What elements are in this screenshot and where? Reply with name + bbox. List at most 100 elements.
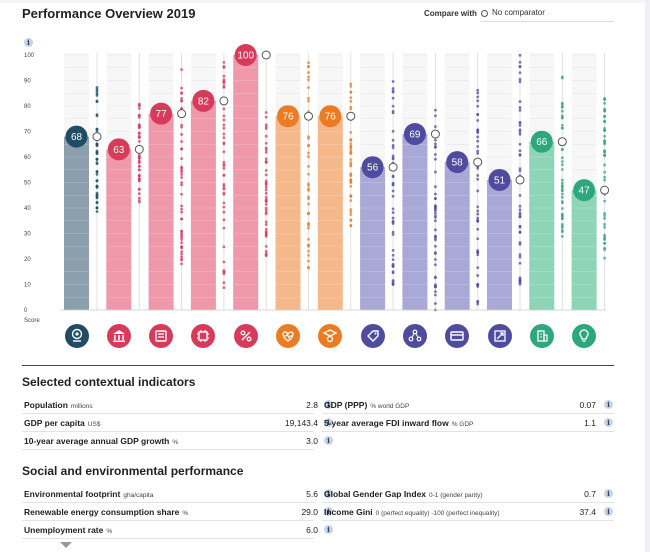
peer-dot [518, 253, 522, 257]
peer-dot [137, 156, 141, 160]
info-icon[interactable]: i [604, 400, 613, 409]
peer-dot [137, 196, 141, 200]
info-icon[interactable]: i [324, 418, 333, 427]
indicator-unit: 0-1 (gender parity) [429, 492, 483, 499]
score-bar[interactable] [106, 149, 132, 310]
payment-card-icon[interactable] [445, 324, 470, 348]
peer-dot [180, 97, 184, 100]
y-tick-label: 70 [24, 130, 31, 136]
peer-dot [307, 259, 310, 263]
peer-dot [391, 110, 395, 113]
info-icon[interactable]: i [324, 525, 333, 534]
peer-dot [137, 139, 141, 143]
score-bubble[interactable]: 68 [65, 125, 88, 148]
peer-dot [476, 282, 480, 286]
score-bar[interactable] [571, 190, 597, 310]
info-icon[interactable]: i [604, 507, 613, 516]
info-icon[interactable]: i [324, 400, 333, 409]
score-marker [261, 50, 271, 60]
score-bubble[interactable]: 76 [277, 105, 299, 128]
expand-more-icon[interactable] [60, 542, 72, 548]
peer-dot [518, 242, 522, 246]
peer-dot [518, 149, 522, 153]
score-bar[interactable] [317, 116, 343, 310]
info-icon[interactable]: i [604, 418, 613, 427]
peer-dot [518, 211, 522, 215]
peer-dot [222, 226, 226, 230]
score-bubble[interactable]: 76 [319, 105, 342, 128]
peer-dot [264, 206, 268, 210]
graduate-icon[interactable] [318, 324, 343, 348]
peer-dot [180, 207, 184, 211]
score-bubble[interactable]: 100 [234, 44, 257, 66]
score-marker [219, 96, 229, 106]
cash-register-icon[interactable] [149, 324, 174, 348]
peer-dot [349, 99, 353, 103]
peer-dot [95, 144, 99, 148]
scale-expand-icon[interactable] [487, 324, 512, 348]
peer-dot [349, 194, 353, 198]
percent-icon[interactable] [233, 324, 258, 348]
score-bubble[interactable]: 66 [530, 130, 553, 153]
score-bubble[interactable]: 69 [403, 123, 426, 146]
indicator-unit: % [172, 439, 179, 446]
score-bubble-circle [65, 125, 88, 148]
score-bubble[interactable]: 51 [488, 168, 511, 191]
score-value-label: 69 [409, 130, 421, 141]
score-bubble[interactable]: 58 [446, 151, 469, 174]
people-network-icon[interactable] [402, 324, 427, 348]
tag-icon[interactable] [360, 324, 385, 348]
info-icon[interactable]: i [604, 489, 613, 498]
peer-dot [222, 286, 226, 290]
health-heart-icon[interactable] [276, 324, 300, 348]
green-building-icon[interactable] [529, 324, 554, 348]
peer-dot [391, 183, 395, 187]
bank-building-icon[interactable] [106, 324, 131, 348]
peer-dot [222, 205, 226, 209]
score-bar[interactable] [444, 162, 470, 310]
score-bar[interactable] [487, 179, 512, 310]
chip-icon[interactable] [191, 324, 216, 348]
peer-dot [349, 96, 353, 99]
peer-dot [95, 185, 99, 188]
score-bar[interactable] [529, 141, 555, 310]
info-icon[interactable]: i [324, 489, 333, 498]
peer-dot [560, 226, 564, 230]
score-bar[interactable] [64, 136, 89, 310]
score-bubble[interactable]: 82 [192, 89, 215, 112]
score-bar[interactable] [360, 167, 386, 310]
peer-dot [434, 138, 437, 142]
peer-dot [307, 96, 310, 100]
peer-dot [518, 78, 522, 81]
info-icon[interactable]: i [324, 507, 333, 516]
score-bar[interactable] [190, 100, 216, 311]
indicator-value: 29.0 [301, 507, 318, 517]
comparator-select[interactable]: No comparator [480, 5, 614, 22]
peer-dot [307, 195, 310, 199]
comparator-value: No comparator [492, 8, 545, 17]
peer-dot [476, 266, 480, 270]
chart-info-icon[interactable]: i [24, 38, 33, 47]
score-bubble[interactable]: 63 [107, 138, 130, 161]
peer-dot [137, 115, 141, 119]
peer-dot [180, 192, 184, 196]
peer-dot [518, 123, 522, 127]
location-pin-icon[interactable] [64, 324, 89, 348]
peer-dot [603, 139, 606, 143]
peer-dot [137, 136, 141, 139]
score-bar[interactable] [275, 116, 301, 310]
score-bar[interactable] [233, 55, 259, 310]
peer-dot [476, 139, 480, 143]
score-bubble[interactable]: 77 [150, 102, 173, 125]
score-bar[interactable] [148, 113, 174, 311]
score-bubble[interactable]: 47 [573, 179, 596, 202]
peer-dot [95, 114, 99, 118]
peer-dot [391, 248, 395, 252]
peer-dot [603, 114, 606, 118]
peer-dot [349, 210, 353, 214]
lightbulb-icon[interactable] [572, 324, 597, 348]
score-bubble[interactable]: 56 [361, 156, 384, 179]
score-bar[interactable] [402, 134, 428, 310]
info-icon[interactable]: i [324, 436, 333, 445]
peer-dot [137, 164, 141, 168]
